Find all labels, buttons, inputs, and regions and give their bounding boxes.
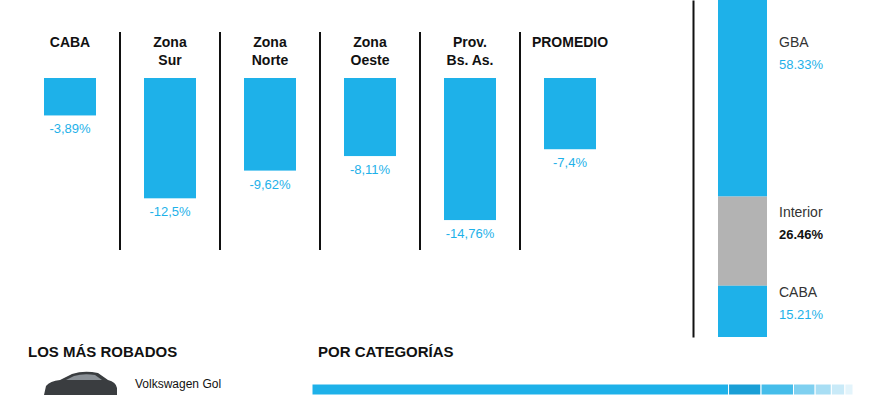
category-label-line: Zona	[253, 34, 287, 50]
category-label-line: Zona	[353, 34, 387, 50]
segment-labels: GBA 58.33% Interior 26.46% CABA 15.21%	[779, 34, 824, 321]
value-label: 15.21%	[779, 307, 824, 322]
car-window	[66, 374, 102, 380]
value-label: -14,76%	[446, 226, 495, 241]
value-labels: -3,89% -12,5% -9,62% -8,11% -14,76% -7,4%	[49, 121, 587, 241]
value-label: -9,62%	[249, 177, 291, 192]
bar-segment	[312, 384, 729, 395]
value-label: 26.46%	[779, 227, 824, 242]
category-bar	[312, 384, 853, 395]
bar-segment	[718, 286, 767, 337]
bar-segment	[718, 0, 767, 197]
separator	[219, 32, 221, 250]
separator	[319, 32, 321, 250]
category-label-line: Bs. As.	[447, 52, 494, 68]
bar-segment	[815, 384, 831, 395]
value-label: 58.33%	[779, 57, 824, 72]
bar	[144, 78, 196, 198]
bar	[444, 78, 496, 220]
value-label: -12,5%	[149, 204, 191, 219]
value-label: -3,89%	[49, 121, 91, 136]
car-body	[44, 372, 117, 395]
category-label-line: Norte	[252, 52, 289, 68]
category-label-line: Oeste	[351, 52, 390, 68]
bar	[44, 78, 96, 115]
bar-segment	[729, 384, 761, 395]
bar-segment	[761, 384, 793, 395]
bar	[544, 78, 596, 149]
category-label: Zona Sur	[153, 34, 187, 68]
category-label-line: Zona	[153, 34, 187, 50]
chart-title: POR CATEGORÍAS	[318, 343, 454, 360]
value-label: -7,4%	[553, 155, 587, 170]
category-label: Prov. Bs. As.	[447, 34, 494, 68]
axis	[693, 1, 694, 338]
category-labels: CABA Zona Sur Zona Norte Zona Oeste Prov. Bs. As…	[50, 34, 608, 68]
category-label: PROMEDIO	[532, 34, 608, 50]
separator	[119, 32, 121, 250]
category-label-line: PROMEDIO	[532, 34, 608, 50]
separator	[419, 32, 421, 250]
car-icon	[44, 372, 117, 395]
segment-category: Interior	[779, 204, 823, 220]
bar-segment	[718, 197, 767, 286]
value-label: -8,11%	[350, 162, 391, 177]
bar-segment	[845, 384, 853, 395]
category-label: CABA	[50, 34, 90, 50]
item-label: Volkswagen Gol	[135, 377, 221, 391]
segment-category: GBA	[779, 34, 809, 50]
stacked-bar	[718, 0, 767, 337]
segment-category: CABA	[779, 284, 818, 300]
bars	[44, 78, 596, 220]
category-label-line: Prov.	[453, 34, 487, 50]
separator	[519, 32, 521, 250]
bar	[344, 78, 396, 156]
infographic: CABA Zona Sur Zona Norte Zona Oeste Prov. Bs. As…	[0, 0, 890, 395]
bar-segment	[793, 384, 815, 395]
category-label: Zona Oeste	[351, 34, 390, 68]
category-label-line: Sur	[158, 52, 182, 68]
bar-segment	[831, 384, 845, 395]
section-title: LOS MÁS ROBADOS	[28, 343, 177, 360]
axis-line	[693, 1, 695, 338]
category-label: Zona Norte	[252, 34, 289, 68]
bar	[244, 78, 296, 171]
category-label-line: CABA	[50, 34, 90, 50]
separators	[120, 32, 520, 250]
